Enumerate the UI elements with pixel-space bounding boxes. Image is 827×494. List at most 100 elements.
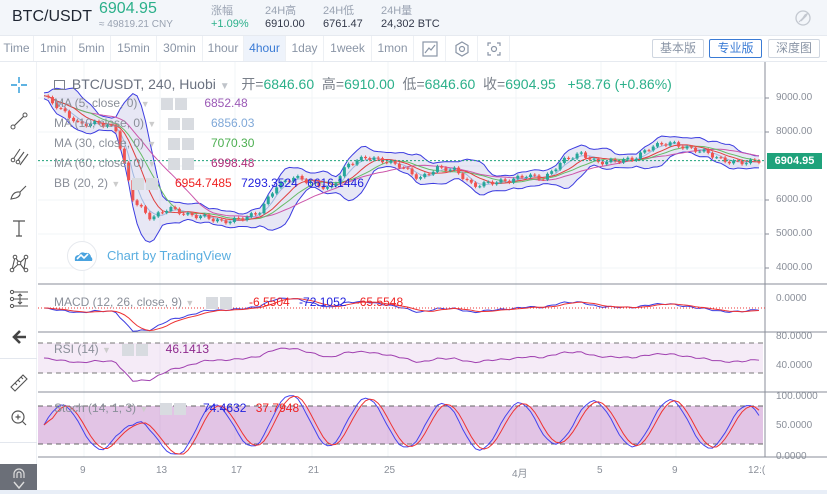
price-chart-canvas[interactable] (38, 62, 827, 494)
gear-icon[interactable] (159, 402, 172, 415)
interval-1mon[interactable]: 1mon (372, 36, 414, 61)
close-icon[interactable] (181, 117, 194, 130)
chevron-down-icon[interactable]: ▼ (139, 404, 149, 414)
rsi-axis-label: 80.0000 (776, 331, 813, 342)
indicator-name[interactable]: BB (20, 2) (54, 176, 109, 190)
chevron-down-icon[interactable]: ▼ (185, 298, 195, 308)
chevron-down-icon[interactable]: ▼ (111, 179, 121, 189)
back-arrow-icon[interactable] (8, 326, 30, 348)
interval-1hour[interactable]: 1hour (203, 36, 244, 61)
legend-ma60: MA (60, close, 0) ▼ 6998.48 (54, 156, 254, 170)
interval-1min[interactable]: 1min (34, 36, 73, 61)
interval-15min[interactable]: 15min (111, 36, 157, 61)
view-pro-button[interactable]: 专业版 (709, 39, 762, 58)
bb-middle-value: 6954.7485 (174, 176, 232, 190)
close-icon[interactable] (181, 157, 194, 170)
close-icon[interactable] (219, 296, 232, 309)
interval-1day[interactable]: 1day (286, 36, 324, 61)
trend-line-icon[interactable] (8, 110, 30, 132)
time-axis-label: 13 (156, 465, 168, 476)
close-icon[interactable] (174, 97, 187, 110)
ohlc-legend: BTC/USDT, 240, Huobi ▼ 开=6846.60 高=6910.… (54, 74, 672, 94)
pattern-icon[interactable] (8, 252, 30, 274)
legend-bb: BB (20, 2) ▼ 6954.7485 7293.3524 6616.14… (54, 176, 364, 190)
chart-style-button[interactable] (414, 36, 446, 61)
open-label: 开= (241, 76, 264, 92)
chevron-down-icon[interactable]: ▼ (147, 139, 157, 149)
close-icon[interactable] (181, 137, 194, 150)
crosshair-icon[interactable] (8, 74, 30, 96)
screenshot-button[interactable] (478, 36, 510, 61)
view-depth-button[interactable]: 深度图 (768, 39, 820, 58)
tradingview-watermark[interactable]: Chart by TradingView (107, 248, 232, 263)
indicator-name[interactable]: MA (30, close, 0) (54, 136, 145, 150)
close-icon[interactable] (173, 402, 186, 415)
indicator-name[interactable]: MACD (12, 26, close, 9) (54, 295, 183, 309)
market-header: BTC/USDT 6904.95 ≈ 49819.21 CNY 涨幅 +1.09… (0, 0, 827, 36)
stoch-k-value: 74.4632 (203, 401, 247, 415)
measure-range-icon[interactable] (8, 288, 30, 310)
indicator-name[interactable]: RSI (14) (54, 342, 99, 356)
time-axis-label: 25 (384, 465, 396, 476)
gear-icon[interactable] (131, 177, 144, 190)
legend-stoch: Stoch (14, 1, 3) ▼ 74.4632 37.7948 (54, 401, 299, 415)
magnet-toggle[interactable] (0, 464, 37, 494)
gear-icon[interactable] (205, 296, 218, 309)
chart-area[interactable]: BTC/USDT, 240, Huobi ▼ 开=6846.60 高=6910.… (38, 62, 827, 494)
chevron-down-icon[interactable]: ▼ (219, 81, 230, 92)
symbol-title[interactable]: BTC/USDT, 240, Huobi (71, 76, 216, 92)
chevron-down-icon[interactable]: ▼ (102, 345, 111, 355)
price-axis-label: 9000.00 (776, 92, 813, 103)
stoch-d-value: 37.7948 (255, 401, 300, 415)
tool-divider (0, 358, 37, 359)
time-axis-label: 9 (672, 465, 678, 476)
gear-icon[interactable] (160, 97, 173, 110)
interval-5min[interactable]: 5min (73, 36, 111, 61)
open-value: 6846.60 (263, 76, 315, 92)
gear-icon[interactable] (167, 157, 180, 170)
gear-icon[interactable] (167, 137, 180, 150)
chevron-down-icon[interactable]: ▼ (147, 119, 157, 129)
indicator-settings-button[interactable] (446, 36, 478, 61)
indicator-value: 6852.48 (204, 96, 248, 110)
indicator-name[interactable]: MA (60, close, 0) (54, 156, 145, 170)
indicator-value: 7070.30 (211, 136, 255, 150)
interval-1week[interactable]: 1week (324, 36, 372, 61)
stat-value: 6910.00 (265, 18, 305, 30)
stat-24h-low: 24H低 6761.47 (323, 2, 363, 30)
stoch-axis-label: 50.0000 (776, 420, 813, 431)
stat-change: 涨幅 +1.09% (211, 2, 249, 30)
indicator-name[interactable]: Stoch (14, 1, 3) (54, 401, 137, 415)
stoch-axis-label: 100.0000 (776, 391, 818, 402)
gear-icon[interactable] (167, 117, 180, 130)
view-basic-button[interactable]: 基本版 (652, 39, 704, 58)
pair-name[interactable]: BTC/USDT (12, 8, 92, 25)
interval-time[interactable]: Time (0, 36, 34, 61)
brush-icon[interactable] (8, 181, 30, 203)
gear-icon[interactable] (122, 343, 135, 356)
time-axis-label: 21 (308, 465, 320, 476)
text-icon[interactable] (8, 217, 30, 239)
hide-drawings-icon[interactable] (793, 8, 813, 28)
macd-axis-label: 0.0000 (776, 293, 807, 304)
last-price-tag: 6904.95 (767, 152, 822, 169)
chart-toolbar: Time 1min 5min 15min 30min 1hour 4hour 1… (0, 36, 827, 62)
chevron-down-icon[interactable]: ▼ (147, 159, 157, 169)
stat-value: 6761.47 (323, 18, 363, 30)
chevron-down-icon[interactable]: ▼ (140, 99, 150, 109)
interval-30min[interactable]: 30min (157, 36, 203, 61)
close-icon[interactable] (136, 343, 149, 356)
ruler-icon[interactable] (8, 372, 30, 394)
stat-label: 24H低 (323, 5, 355, 17)
zoom-in-icon[interactable] (8, 407, 30, 429)
legend-ma5: MA (5, close, 0) ▼ 6852.48 (54, 96, 248, 110)
pitchfork-icon[interactable] (8, 145, 30, 167)
indicator-name[interactable]: MA (5, close, 0) (54, 96, 138, 110)
interval-4hour[interactable]: 4hour (244, 36, 286, 61)
time-axis-label: 4月 (512, 469, 528, 480)
close-icon[interactable] (145, 177, 158, 190)
collapse-legend-icon[interactable] (54, 80, 65, 90)
indicator-name[interactable]: MA (10, close, 0) (54, 116, 145, 130)
tradingview-logo[interactable] (67, 241, 97, 271)
low-value: 6846.60 (424, 76, 476, 92)
